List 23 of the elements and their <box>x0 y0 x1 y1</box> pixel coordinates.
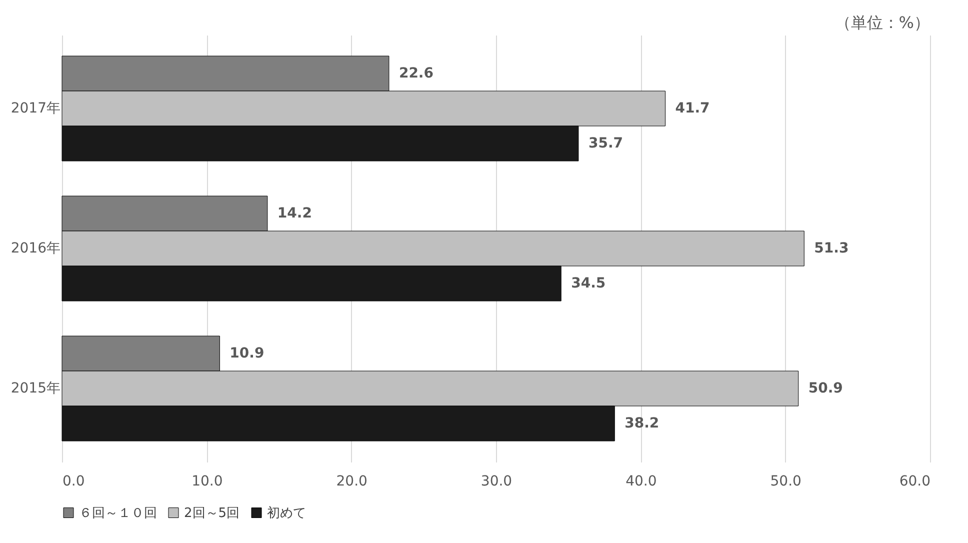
x-tick-label: 10.0 <box>192 474 223 490</box>
data-label: 22.6 <box>398 66 434 82</box>
data-label: 51.3 <box>814 240 849 256</box>
y-tick-label: 2017年 <box>10 100 60 116</box>
x-tick-label: 0.0 <box>62 474 85 490</box>
x-tick-label: 30.0 <box>480 474 512 490</box>
data-label: 35.7 <box>588 136 624 152</box>
legend-label: 2回～5回 <box>184 506 240 521</box>
x-tick-label: 40.0 <box>626 474 657 490</box>
data-label: 14.2 <box>277 206 312 222</box>
data-label: 41.7 <box>675 100 710 116</box>
legend-label: ６回～１０回 <box>79 506 157 521</box>
legend-label: 初めて <box>267 506 306 521</box>
x-tick-label: 50.0 <box>770 474 802 490</box>
y-tick-label: 2015年 <box>10 380 60 396</box>
x-tick-label: 20.0 <box>336 474 368 490</box>
data-label: 38.2 <box>624 416 660 432</box>
text: （単位：%） <box>834 13 930 32</box>
data-label: 34.5 <box>571 276 606 292</box>
x-tick-label: 60.0 <box>899 474 930 490</box>
data-label: 50.9 <box>808 380 843 396</box>
y-tick-label: 2016年 <box>10 240 60 256</box>
data-label: 10.9 <box>230 346 264 362</box>
